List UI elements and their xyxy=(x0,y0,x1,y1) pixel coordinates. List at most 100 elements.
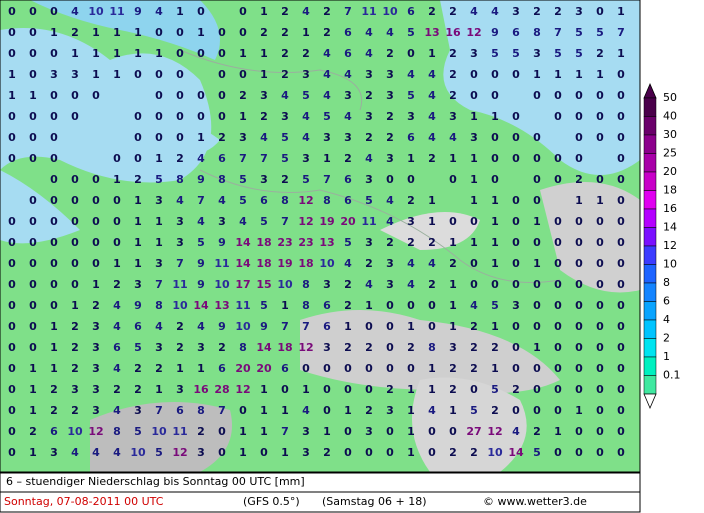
precip-value: 0 xyxy=(554,215,562,228)
precip-value: 0 xyxy=(428,320,436,333)
precip-value: 3 xyxy=(176,383,184,396)
precip-value: 2 xyxy=(491,404,499,417)
precip-value: 4 xyxy=(260,131,268,144)
precip-value: 5 xyxy=(134,341,142,354)
precip-value: 0 xyxy=(8,278,16,291)
precip-value: 7 xyxy=(239,152,247,165)
precip-value: 2 xyxy=(449,47,457,60)
precip-value: 2 xyxy=(365,257,373,270)
precip-value: 10 xyxy=(151,425,167,438)
precip-value: 3 xyxy=(323,131,331,144)
precip-value: 0 xyxy=(50,131,58,144)
precip-value: 0 xyxy=(50,257,58,270)
precip-value: 0 xyxy=(575,446,583,459)
precip-value: 4 xyxy=(365,278,373,291)
precip-value: 0 xyxy=(386,425,394,438)
precip-value: 0 xyxy=(554,383,562,396)
precip-value: 1 xyxy=(71,299,79,312)
precip-value: 1 xyxy=(533,68,541,81)
legend-label: 25 xyxy=(663,147,677,160)
precip-value: 0 xyxy=(533,383,541,396)
precip-value: 0 xyxy=(617,68,625,81)
precip-value: 0 xyxy=(29,299,37,312)
precip-value: 0 xyxy=(386,341,394,354)
precip-value: 2 xyxy=(281,173,289,186)
precip-value: 2 xyxy=(281,47,289,60)
precip-value: 1 xyxy=(407,152,415,165)
legend-swatch xyxy=(643,319,657,339)
precip-value: 3 xyxy=(365,68,373,81)
precip-value: 0 xyxy=(197,89,205,102)
precip-value: 2 xyxy=(134,362,142,375)
precip-value: 7 xyxy=(176,257,184,270)
precip-value: 2 xyxy=(92,299,100,312)
precip-value: 3 xyxy=(92,341,100,354)
precip-value: 23 xyxy=(277,236,292,249)
precip-value: 1 xyxy=(260,5,268,18)
precip-value: 0 xyxy=(596,425,604,438)
precip-value: 5 xyxy=(197,236,205,249)
precip-value: 5 xyxy=(554,47,562,60)
precip-value: 1 xyxy=(428,362,436,375)
precip-value: 23 xyxy=(298,236,313,249)
precip-value: 0 xyxy=(323,362,331,375)
precip-value: 6 xyxy=(344,194,352,207)
precip-value: 0 xyxy=(554,446,562,459)
precip-value: 1 xyxy=(344,320,352,333)
precip-value: 1 xyxy=(302,383,310,396)
precip-value: 0 xyxy=(596,110,604,123)
legend-swatch xyxy=(643,375,657,395)
precip-value: 4 xyxy=(176,194,184,207)
precip-value: 6 xyxy=(344,173,352,186)
precip-value: 5 xyxy=(491,47,499,60)
precip-value: 1 xyxy=(470,194,478,207)
precip-value: 4 xyxy=(197,320,205,333)
legend-label: 30 xyxy=(663,128,677,141)
precip-value: 3 xyxy=(512,5,520,18)
precip-value: 8 xyxy=(281,194,289,207)
precip-value: 2 xyxy=(344,152,352,165)
precip-value: 0 xyxy=(617,110,625,123)
precip-value: 27 xyxy=(466,425,481,438)
precip-value: 2 xyxy=(512,383,520,396)
precip-value: 2 xyxy=(176,152,184,165)
precip-value: 2 xyxy=(449,68,457,81)
precip-value: 14 xyxy=(193,299,209,312)
precip-value: 28 xyxy=(214,383,229,396)
precip-value: 0 xyxy=(50,278,58,291)
precip-value: 4 xyxy=(197,152,205,165)
precip-value: 2 xyxy=(533,5,541,18)
precip-value: 3 xyxy=(386,404,394,417)
precip-value: 0 xyxy=(29,152,37,165)
precip-value: 4 xyxy=(428,110,436,123)
precip-value: 11 xyxy=(214,257,229,270)
precip-value: 9 xyxy=(197,278,205,291)
precip-value: 1 xyxy=(323,152,331,165)
precip-value: 0 xyxy=(428,425,436,438)
precip-value: 0 xyxy=(617,404,625,417)
precip-value: 3 xyxy=(449,341,457,354)
precip-value: 4 xyxy=(323,89,331,102)
precip-value: 0 xyxy=(29,110,37,123)
precip-value: 3 xyxy=(71,68,79,81)
precip-value: 4 xyxy=(302,404,310,417)
precip-value: 1 xyxy=(113,68,121,81)
legend-label: 6 xyxy=(663,295,670,308)
precip-value: 0 xyxy=(176,89,184,102)
footer-model: (GFS 0.5°) xyxy=(243,495,300,508)
precip-value: 1 xyxy=(491,194,499,207)
precip-value: 3 xyxy=(512,299,520,312)
precip-value: 0 xyxy=(92,194,100,207)
precip-value: 1 xyxy=(617,5,625,18)
precip-value: 1 xyxy=(71,47,79,60)
precip-value: 2 xyxy=(260,26,268,39)
precip-value: 11 xyxy=(109,5,124,18)
legend-label: 12 xyxy=(663,239,677,252)
precip-value: 4 xyxy=(386,26,394,39)
precip-value: 1 xyxy=(260,404,268,417)
precip-value: 0 xyxy=(386,320,394,333)
precip-value: 0 xyxy=(29,320,37,333)
precip-value: 3 xyxy=(281,110,289,123)
precip-value: 3 xyxy=(386,68,394,81)
precip-value: 7 xyxy=(302,320,310,333)
